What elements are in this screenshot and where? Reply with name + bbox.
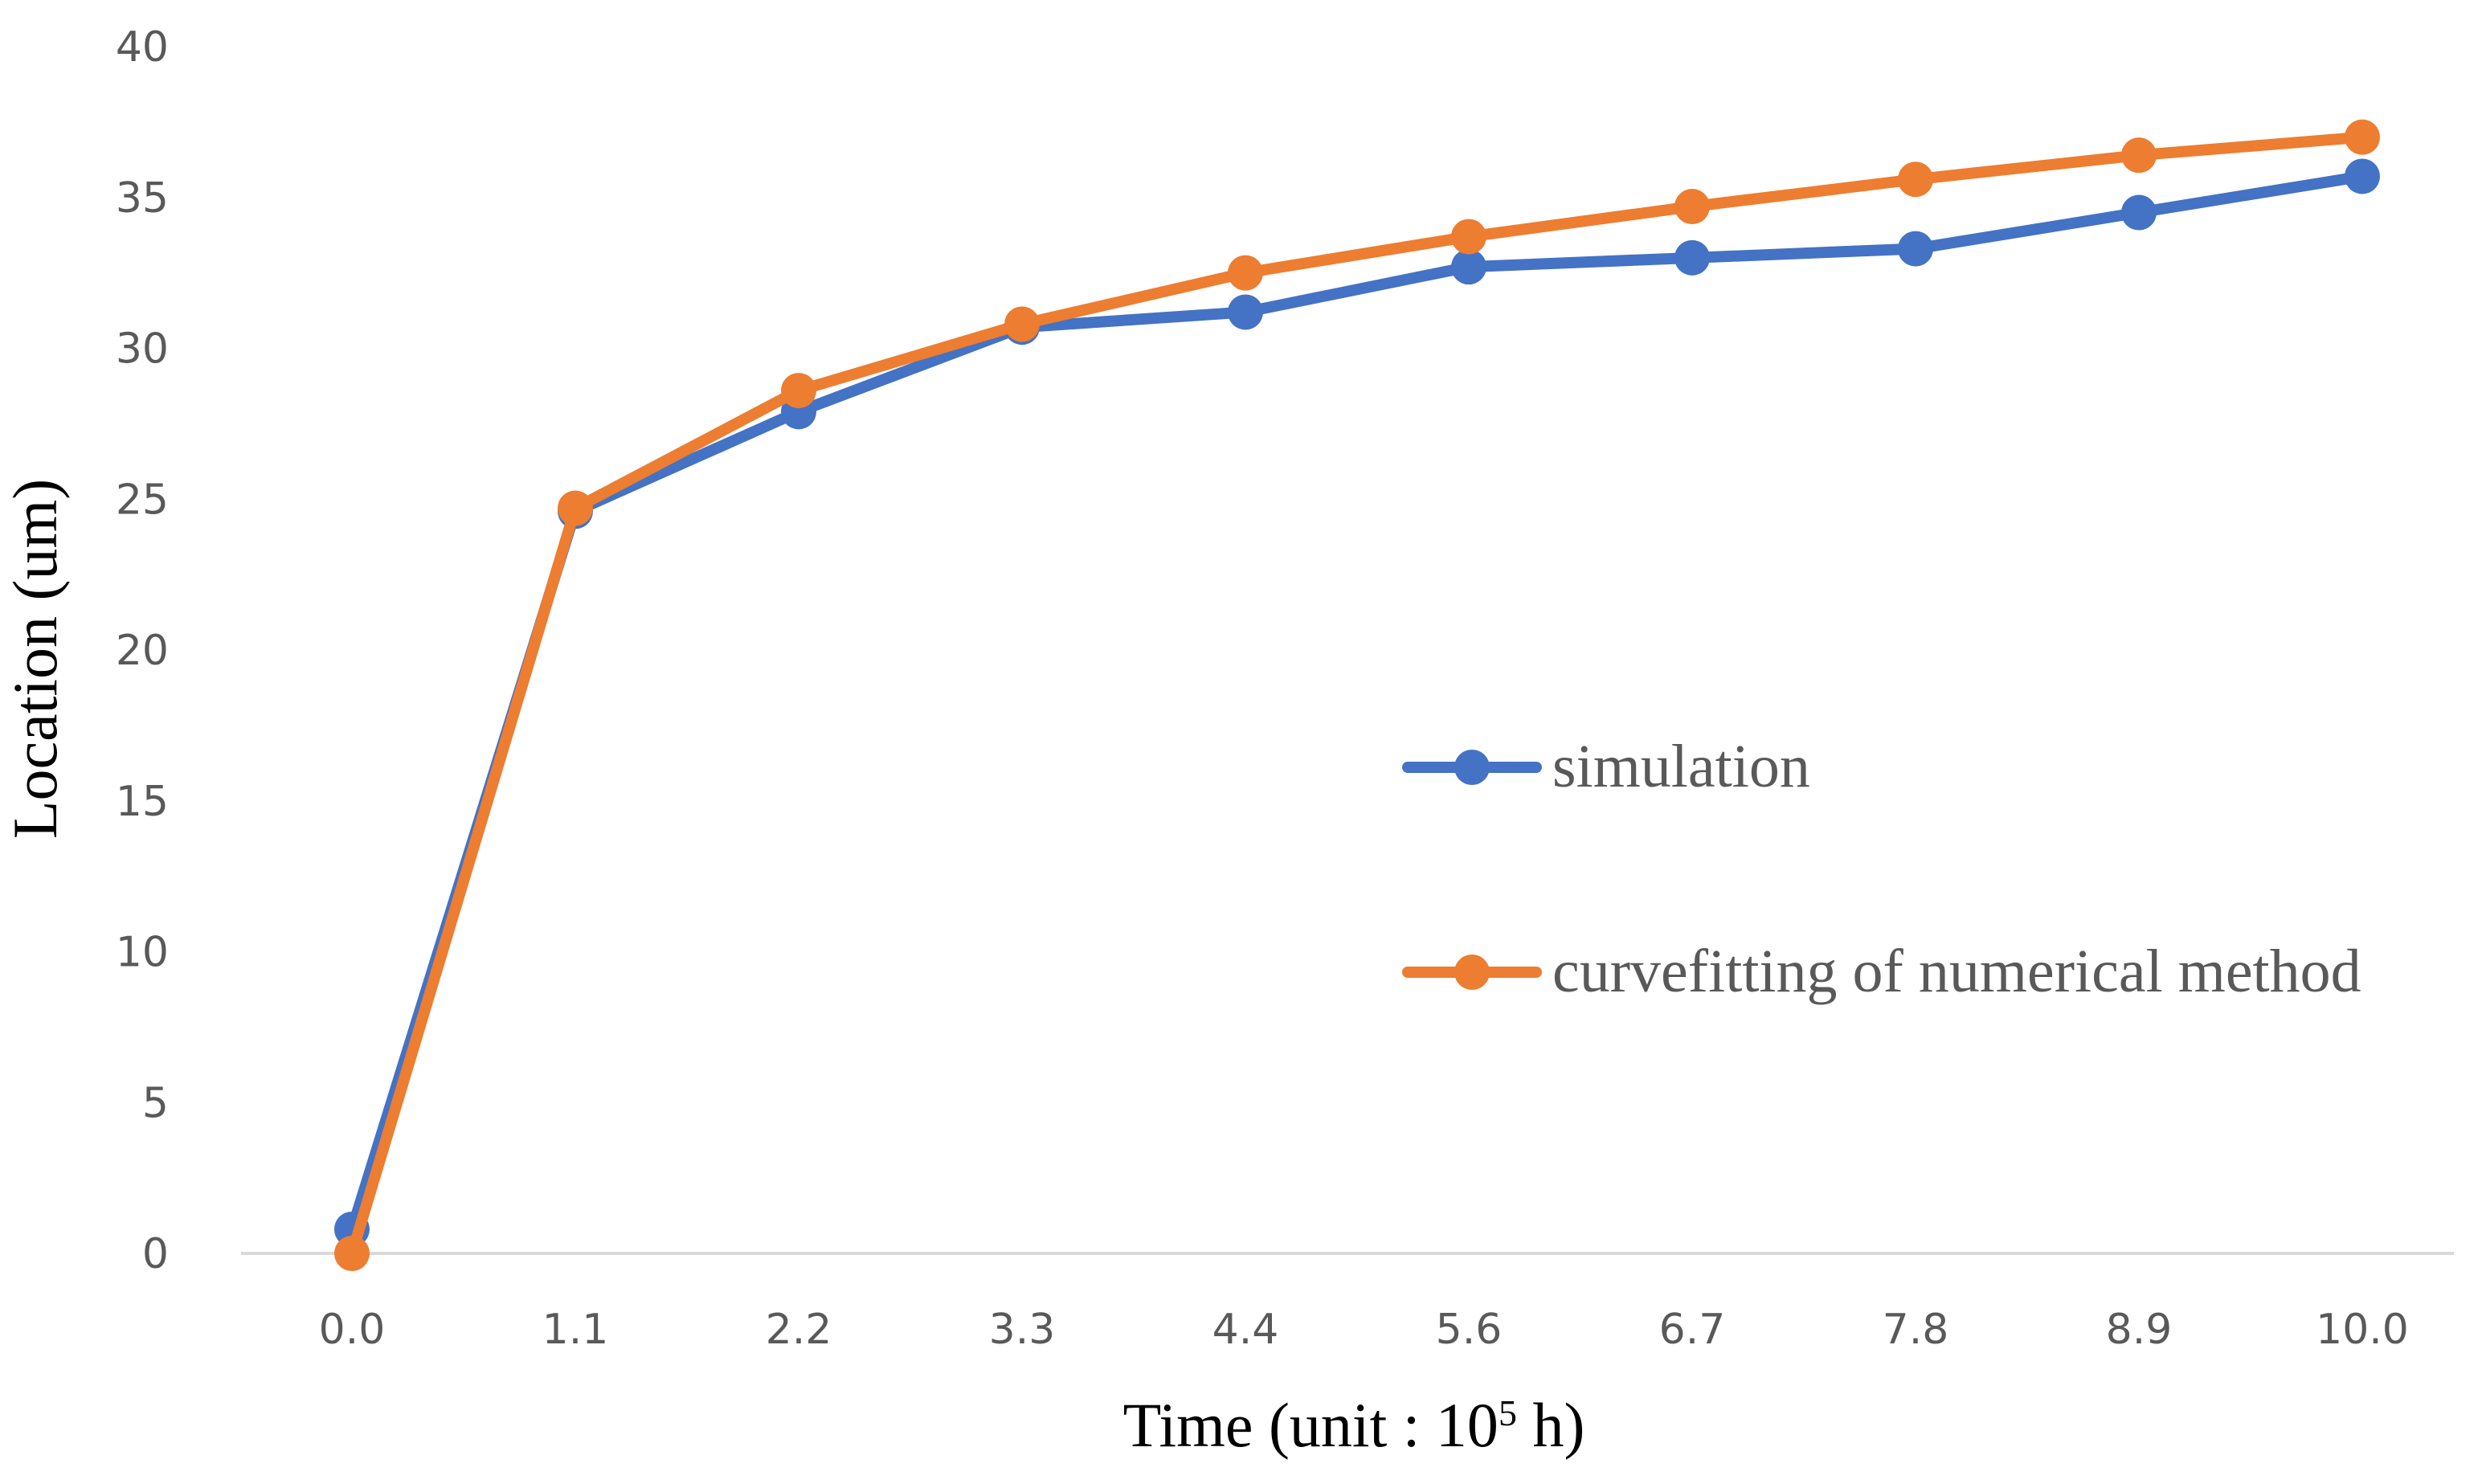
legend-label: simulation [1552, 733, 1810, 800]
data-point [1898, 161, 1933, 198]
x-tick-label: 8.9 [2106, 1306, 2173, 1354]
data-point [1451, 249, 1486, 285]
y-axis-title: Location (um) [0, 479, 70, 839]
x-tick-label: 1.1 [542, 1306, 609, 1354]
series-line [346, 131, 2368, 1259]
data-point [1228, 294, 1263, 330]
data-point [1674, 189, 1710, 225]
y-tick-label: 40 [116, 23, 169, 72]
legend-label: curvefitting of numerical method [1552, 938, 2361, 1005]
data-point [2121, 137, 2157, 174]
legend-item: curvefitting of numerical method [1402, 938, 2361, 1005]
y-tick-label: 20 [116, 627, 169, 675]
x-axis-title: Time (unit : 105 h) [1123, 1390, 1585, 1460]
y-tick-label: 0 [142, 1230, 169, 1278]
x-tick-label: 3.3 [989, 1306, 1056, 1354]
series-line [346, 170, 2368, 1235]
x-tick-label: 5.6 [1436, 1306, 1503, 1354]
data-point [1674, 239, 1710, 276]
x-axis-ticks: 0.0 1.1 2.2 3.3 4.4 5.6 6.7 7.8 8.9 10.0 [319, 1306, 2409, 1354]
legend: simulation curvefitting of numerical meth… [1402, 733, 2361, 1005]
series-1 [334, 119, 2380, 1271]
x-tick-label: 10.0 [2316, 1306, 2409, 1354]
x-tick-label: 2.2 [766, 1306, 832, 1354]
series-layer [334, 119, 2380, 1271]
legend-marker [1454, 955, 1490, 990]
y-tick-label: 10 [116, 929, 169, 977]
data-point [2121, 194, 2157, 231]
y-tick-label: 35 [116, 174, 169, 223]
data-point [1004, 306, 1040, 342]
data-point [2345, 119, 2380, 155]
x-tick-label: 0.0 [319, 1306, 386, 1354]
legend-item: simulation [1402, 733, 1810, 800]
y-axis-ticks: 0 5 10 15 20 25 30 35 40 [116, 23, 169, 1278]
x-tick-label: 6.7 [1659, 1306, 1726, 1354]
legend-marker [1454, 750, 1490, 785]
x-tick-label: 7.8 [1883, 1306, 1949, 1354]
data-point [2345, 158, 2380, 194]
data-point [1898, 231, 1933, 267]
data-point [1228, 255, 1263, 291]
y-tick-label: 30 [116, 325, 169, 374]
y-tick-label: 15 [116, 778, 169, 826]
data-point [558, 490, 593, 526]
y-tick-label: 25 [116, 476, 169, 524]
y-tick-label: 5 [142, 1079, 169, 1127]
data-point [334, 1236, 370, 1271]
data-point [1451, 219, 1486, 255]
x-tick-label: 4.4 [1212, 1306, 1279, 1354]
data-point [781, 373, 816, 409]
